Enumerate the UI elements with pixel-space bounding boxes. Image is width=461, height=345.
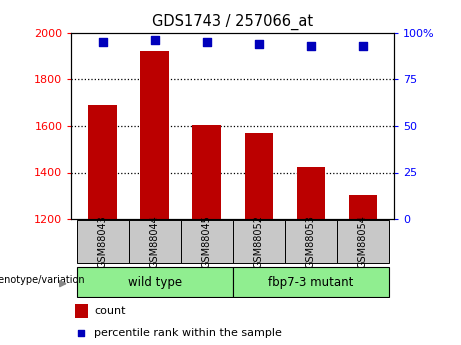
FancyBboxPatch shape [285,220,337,263]
FancyBboxPatch shape [77,220,129,263]
Point [99,39,106,45]
Point [77,330,85,336]
Text: GSM88043: GSM88043 [98,215,108,268]
FancyBboxPatch shape [77,267,233,297]
Point [359,43,366,49]
FancyBboxPatch shape [129,220,181,263]
Text: GSM88044: GSM88044 [150,215,160,268]
Point [255,41,262,47]
FancyBboxPatch shape [233,267,389,297]
Bar [89,105,117,219]
Title: GDS1743 / 257066_at: GDS1743 / 257066_at [152,14,313,30]
Bar [141,51,169,219]
Bar [296,167,325,219]
Point [151,38,159,43]
FancyBboxPatch shape [233,220,285,263]
Text: fbp7-3 mutant: fbp7-3 mutant [268,276,354,288]
Bar [349,195,377,219]
FancyBboxPatch shape [181,220,233,263]
Point [203,39,211,45]
Text: percentile rank within the sample: percentile rank within the sample [94,328,282,338]
FancyBboxPatch shape [337,220,389,263]
Bar [193,125,221,219]
Text: GSM88045: GSM88045 [202,215,212,268]
Text: genotype/variation: genotype/variation [0,275,86,285]
Point [307,43,314,49]
Text: GSM88052: GSM88052 [254,215,264,268]
Bar [244,133,273,219]
Bar [75,304,88,318]
Text: wild type: wild type [128,276,182,288]
Text: GSM88053: GSM88053 [306,215,316,268]
Text: count: count [94,306,125,316]
Text: GSM88054: GSM88054 [358,215,368,268]
